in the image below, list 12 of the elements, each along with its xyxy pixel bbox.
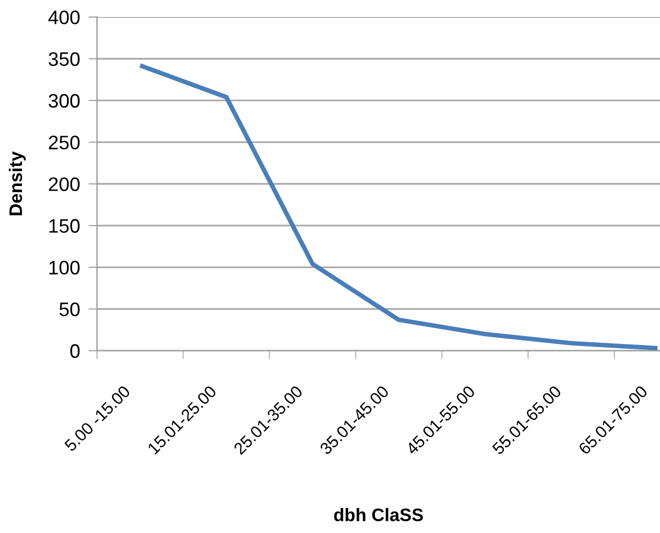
y-tick-label: 0 bbox=[70, 344, 80, 358]
y-tick-label: 400 bbox=[48, 10, 80, 24]
y-tick-label: 350 bbox=[48, 52, 80, 66]
y-tick-label: 100 bbox=[49, 260, 80, 275]
y-tick-label: 50 bbox=[60, 302, 80, 316]
y-tick-label: 250 bbox=[48, 136, 80, 150]
line-series bbox=[138, 63, 660, 350]
y-tick-label: 300 bbox=[48, 94, 80, 108]
y-axis-title: Density bbox=[8, 151, 26, 216]
y-tick-label: 150 bbox=[49, 219, 80, 233]
y-tick-label: 200 bbox=[48, 177, 80, 192]
x-axis-title: dbh ClaSS bbox=[334, 508, 423, 522]
